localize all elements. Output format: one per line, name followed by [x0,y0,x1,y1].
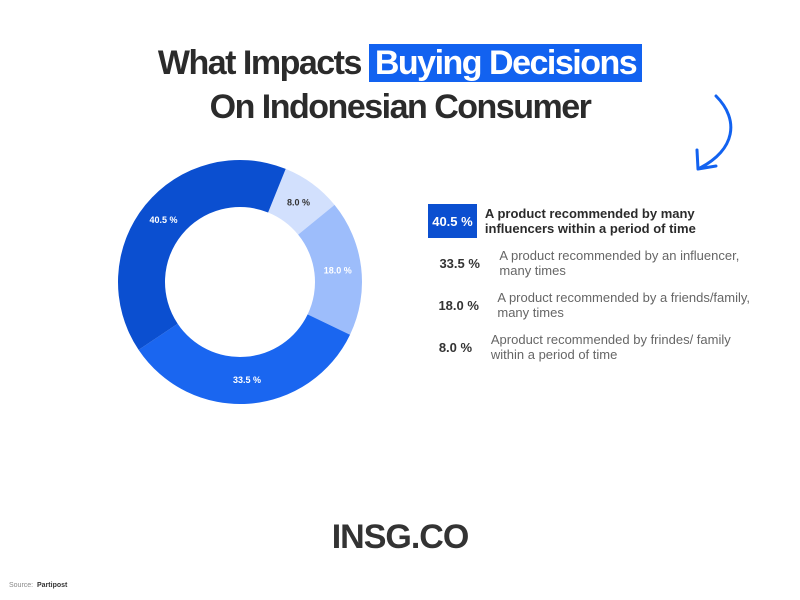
legend-label: Aproduct recommended by frindes/ family … [490,332,731,362]
legend-label: A product recommended by an influencer, … [499,248,740,278]
slice-label: 33.5 % [233,375,261,385]
donut-slice [118,160,286,350]
source-label: Source: [9,582,34,589]
legend-value: 18.0 % [438,297,479,313]
title-plain: What Impacts [157,44,363,82]
legend-item: 33.5 % A product recommended by an influe… [428,246,758,280]
slice-label: 18.0 % [324,265,352,275]
slice-label: 8.0 % [287,198,310,208]
donut-slice [268,168,335,235]
title-line-1: What Impacts Buying Decisions [0,44,800,83]
legend-value: 33.5 % [439,255,480,271]
source-value: Partipost [37,582,68,589]
donut-slice [298,204,362,335]
donut-slice [138,314,351,405]
logo: INSG.CO [331,518,470,556]
slice-label: 40.5 % [150,215,178,225]
title-line-2: On Indonesian Consumer [209,88,592,126]
legend: 40.5 % A product recommended by many infl… [428,204,758,372]
legend-item: 18.0 % A product recommended by a friends… [428,288,758,322]
legend-label: A product recommended by many influencer… [484,206,696,236]
arrow-head-icon [695,148,718,171]
curved-arrow-icon [698,94,733,170]
source: Source: Partipost [9,582,67,589]
legend-item: 8.0 % Aproduct recommended by frindes/ fa… [428,330,758,364]
legend-value: 8.0 % [438,339,473,355]
legend-value: 40.5 % [428,204,477,238]
title-highlight: Buying Decisions [368,44,643,82]
legend-label: A product recommended by a friends/famil… [497,290,751,320]
legend-item: 40.5 % A product recommended by many infl… [428,204,758,238]
